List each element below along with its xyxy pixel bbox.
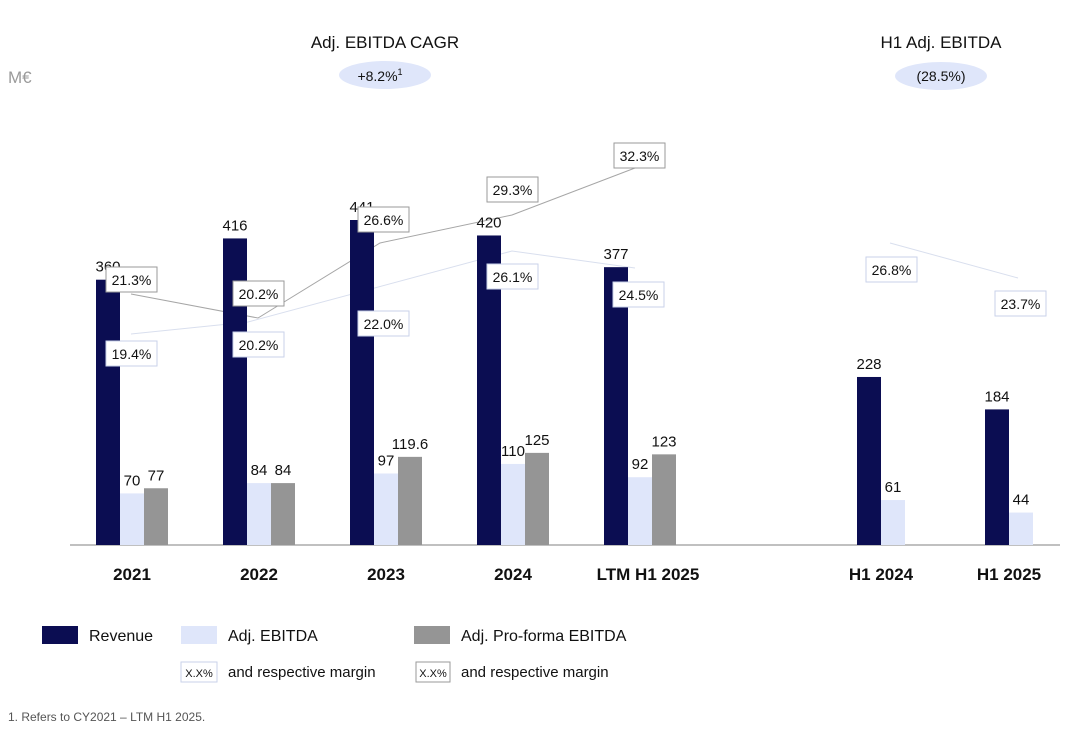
bar-revenue-6 bbox=[985, 409, 1009, 545]
adj-margin-4-box bbox=[612, 281, 665, 308]
cagr-title: Adj. EBITDA CAGR bbox=[311, 33, 459, 52]
value-label-proforma-0: 77 bbox=[148, 467, 165, 484]
bar-proforma-1 bbox=[271, 483, 295, 545]
proforma-margin-4-box bbox=[613, 142, 666, 169]
unit-label: M€ bbox=[8, 68, 32, 87]
bar-proforma-2 bbox=[398, 456, 422, 545]
adj-margin-6-box bbox=[994, 290, 1047, 317]
bar-proforma-0 bbox=[144, 488, 168, 545]
bar-proforma-3 bbox=[525, 452, 549, 545]
adj-margin-4-text: 24.5% bbox=[619, 287, 659, 303]
value-label-proforma-1: 84 bbox=[275, 462, 292, 479]
value-label-revenue-3: 420 bbox=[476, 214, 501, 231]
bar-adj-ebitda-1 bbox=[247, 483, 271, 545]
proforma-margin-2-box bbox=[357, 206, 410, 233]
legend-proforma-label: Adj. Pro-forma EBITDA bbox=[461, 628, 627, 645]
adj-margin-5-box bbox=[865, 256, 918, 283]
bar-adj-ebitda-5 bbox=[881, 500, 905, 545]
value-label-proforma-2: 119.6 bbox=[392, 436, 428, 453]
proforma-margin-3-text: 29.3% bbox=[493, 182, 533, 198]
cagr-superscript: 1 bbox=[398, 67, 403, 77]
bar-revenue-0 bbox=[96, 279, 120, 545]
cagr-value: +8.2%1 bbox=[357, 67, 402, 84]
legend-margin-caption-light: and respective margin bbox=[228, 664, 376, 681]
legend: Revenue Adj. EBITDA Adj. Pro-forma EBITD… bbox=[42, 626, 627, 683]
adj-margin-1-text: 20.2% bbox=[239, 337, 279, 353]
category-label-4: LTM H1 2025 bbox=[597, 565, 700, 584]
category-label-0: 2021 bbox=[113, 565, 151, 584]
margin-boxes: 19.4% 20.2% 22.0% 26.1% 24.5% 26.8% 23.7% 21.3%… bbox=[105, 142, 1047, 367]
value-label-adj-ebitda-0: 70 bbox=[124, 472, 141, 489]
adj-margin-5-text: 26.8% bbox=[872, 262, 912, 278]
legend-proforma-swatch bbox=[414, 626, 450, 644]
proforma-margin-2-text: 26.6% bbox=[364, 212, 404, 228]
legend-margin-caption-dark: and respective margin bbox=[461, 664, 609, 681]
value-label-adj-ebitda-4: 92 bbox=[632, 456, 649, 473]
h1-value: (28.5%) bbox=[916, 68, 965, 84]
bar-proforma-4 bbox=[652, 454, 676, 545]
value-label-revenue-5: 228 bbox=[856, 356, 881, 373]
adj-margin-line bbox=[130, 250, 636, 335]
value-label-adj-ebitda-5: 61 bbox=[885, 479, 902, 496]
proforma-margin-1-text: 20.2% bbox=[239, 286, 279, 302]
legend-revenue-label: Revenue bbox=[89, 628, 153, 645]
bar-adj-ebitda-4 bbox=[628, 477, 652, 545]
footnote: 1. Refers to CY2021 – LTM H1 2025. bbox=[8, 710, 206, 724]
adj-h1-margin-line bbox=[889, 242, 1019, 279]
proforma-margin-3-box bbox=[486, 176, 539, 203]
adj-margin-2-text: 22.0% bbox=[364, 316, 404, 332]
adj-margin-1-box bbox=[232, 331, 285, 358]
adj-margin-2-box bbox=[357, 310, 410, 337]
legend-margin-box-light bbox=[180, 661, 218, 683]
bar-adj-ebitda-6 bbox=[1009, 512, 1033, 545]
proforma-margin-1-box bbox=[232, 280, 285, 307]
adj-margin-3-box bbox=[486, 263, 539, 290]
category-labels: 2021 2022 2023 2024 LTM H1 2025 H1 2024 H1 202… bbox=[113, 565, 1041, 584]
value-label-adj-ebitda-3: 110 bbox=[501, 443, 525, 460]
bar-adj-ebitda-0 bbox=[120, 493, 144, 545]
cagr-value-text: +8.2% bbox=[357, 68, 397, 84]
value-label-proforma-3: 125 bbox=[524, 432, 549, 449]
category-label-1: 2022 bbox=[240, 565, 278, 584]
adj-margin-3-text: 26.1% bbox=[493, 269, 533, 285]
bar-revenue-2 bbox=[350, 220, 374, 545]
adj-margin-0-box bbox=[105, 340, 158, 367]
legend-revenue-swatch bbox=[42, 626, 78, 644]
h1-title: H1 Adj. EBITDA bbox=[881, 33, 1003, 52]
category-label-6: H1 2025 bbox=[977, 565, 1041, 584]
value-label-proforma-4: 123 bbox=[651, 433, 676, 450]
legend-margin-box-dark bbox=[415, 661, 451, 683]
bar-revenue-4 bbox=[604, 267, 628, 545]
proforma-margin-4-text: 32.3% bbox=[620, 148, 660, 164]
value-label-revenue-4: 377 bbox=[603, 246, 628, 263]
bar-adj-ebitda-2 bbox=[374, 473, 398, 545]
adj-margin-0-text: 19.4% bbox=[112, 346, 152, 362]
category-label-2: 2023 bbox=[367, 565, 405, 584]
proforma-margin-0-text: 21.3% bbox=[112, 272, 152, 288]
value-label-adj-ebitda-2: 97 bbox=[378, 453, 395, 470]
bar-adj-ebitda-3 bbox=[501, 463, 525, 545]
value-label-revenue-6: 184 bbox=[984, 388, 1009, 405]
proforma-margin-line bbox=[130, 167, 636, 319]
category-label-5: H1 2024 bbox=[849, 565, 914, 584]
legend-margin-box-light-text: X.X% bbox=[185, 668, 213, 680]
value-label-adj-ebitda-1: 84 bbox=[251, 462, 268, 479]
proforma-margin-0-box bbox=[105, 266, 158, 293]
value-label-adj-ebitda-6: 44 bbox=[1013, 492, 1030, 509]
category-label-3: 2024 bbox=[494, 565, 532, 584]
bar-revenue-5 bbox=[857, 376, 881, 545]
legend-margin-box-dark-text: X.X% bbox=[419, 668, 447, 680]
cagr-pill bbox=[339, 61, 431, 89]
value-label-revenue-1: 416 bbox=[222, 217, 247, 234]
adj-margin-6-text: 23.7% bbox=[1001, 296, 1041, 312]
legend-adj-ebitda-label: Adj. EBITDA bbox=[228, 628, 318, 645]
h1-pill bbox=[895, 62, 987, 90]
margin-lines bbox=[130, 167, 1019, 335]
legend-adj-ebitda-swatch bbox=[181, 626, 217, 644]
